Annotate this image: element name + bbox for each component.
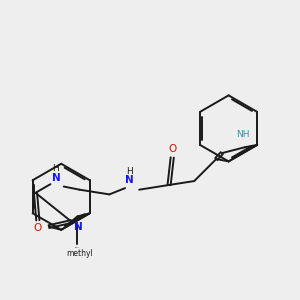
Text: H: H [126,167,133,176]
Text: N: N [125,175,134,185]
Text: N: N [52,172,60,183]
Text: methyl: methyl [66,249,93,258]
Text: O: O [168,144,176,154]
Text: H: H [52,164,59,173]
Text: O: O [34,224,42,233]
Text: NH: NH [236,130,250,140]
Text: methyl: methyl [75,247,80,248]
Text: N: N [74,222,82,232]
